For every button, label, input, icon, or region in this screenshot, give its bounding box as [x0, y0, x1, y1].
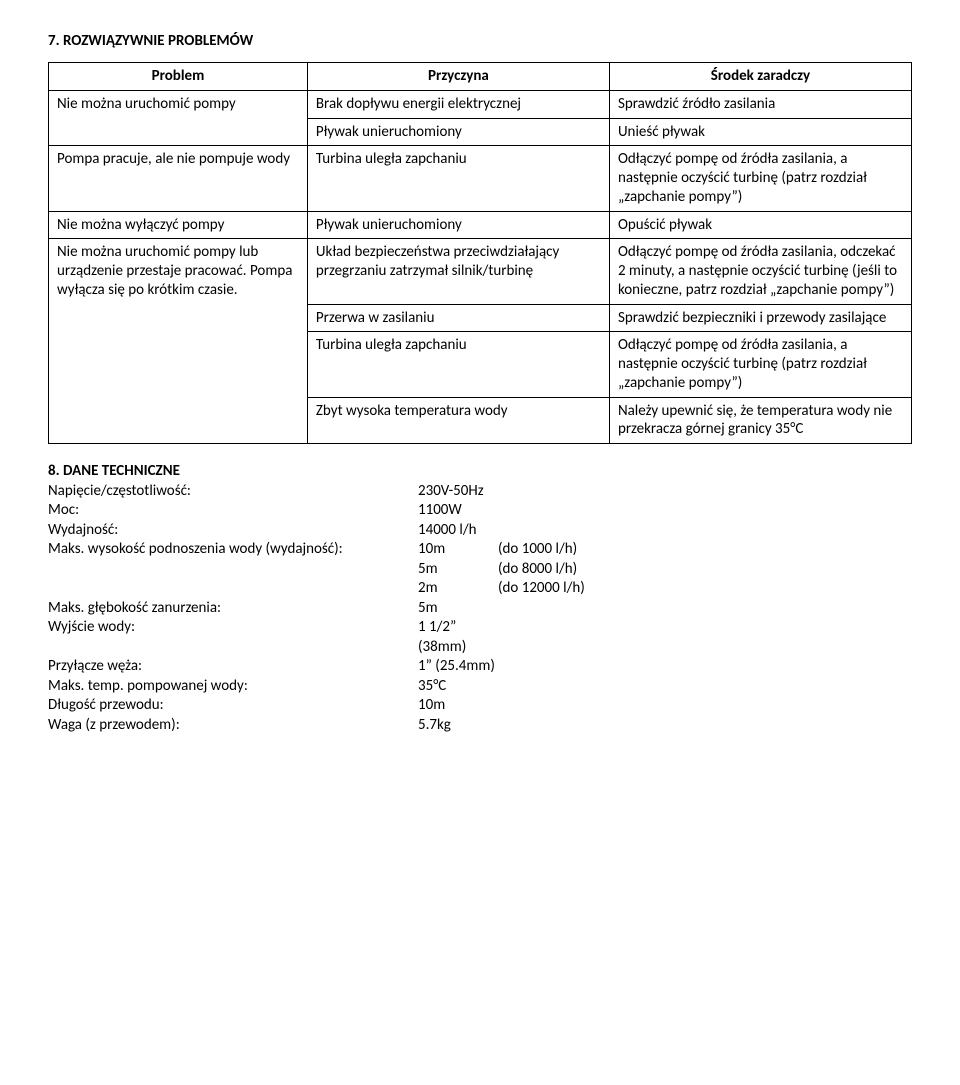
- cell-cause: Zbyt wysoka temperatura wody: [307, 397, 609, 444]
- table-row: Nie można uruchomić pompy lub urządzenie…: [49, 239, 912, 304]
- table-row: Pompa pracuje, ale nie pompuje wody Turb…: [49, 146, 912, 211]
- specs-value: 10m: [418, 540, 498, 560]
- specs-label: Wydajność:: [48, 521, 418, 541]
- section8-heading: 8. DANE TECHNICZNE: [48, 462, 418, 482]
- specs-row: Długość przewodu:10m: [48, 696, 912, 716]
- specs-value: 1 1/2” (38mm): [418, 618, 498, 657]
- cell-fix: Należy upewnić się, że temperatura wody …: [609, 397, 911, 444]
- specs-row: Waga (z przewodem):5.7kg: [48, 716, 912, 736]
- specs-row: Przyłącze węża:1” (25.4mm): [48, 657, 912, 677]
- specs-row: Maks. głębokość zanurzenia:5m: [48, 599, 912, 619]
- specs-note: (do 8000 l/h): [498, 560, 912, 580]
- cell-fix: Sprawdzić bezpieczniki i przewody zasila…: [609, 304, 911, 332]
- specs-value: 14000 l/h: [418, 521, 498, 541]
- specs-note: [498, 482, 912, 502]
- specs-value: 5m: [418, 560, 498, 580]
- specs-label: Moc:: [48, 501, 418, 521]
- table-header-row: Problem Przyczyna Środek zaradczy: [49, 63, 912, 91]
- specs-value: 1” (25.4mm): [418, 657, 498, 677]
- cell-fix: Odłączyć pompę od źródła zasilania, a na…: [609, 146, 911, 211]
- specs-value: 10m: [418, 696, 498, 716]
- specs-block: 8. DANE TECHNICZNE Napięcie/częstotliwoś…: [48, 462, 912, 735]
- specs-value: 5.7kg: [418, 716, 498, 736]
- cell-cause: Pływak unieruchomiony: [307, 118, 609, 146]
- cell-cause: Brak dopływu energii elektrycznej: [307, 90, 609, 118]
- section7-heading: 7. ROZWIĄZYWNIE PROBLEMÓW: [48, 32, 912, 50]
- cell-cause: Turbina uległa zapchaniu: [307, 146, 609, 211]
- specs-note: [498, 657, 912, 677]
- specs-label: Napięcie/częstotliwość:: [48, 482, 418, 502]
- specs-note: [498, 501, 912, 521]
- cell-problem: Nie można uruchomić pompy: [49, 90, 308, 146]
- specs-note: [498, 618, 912, 657]
- specs-note: (do 12000 l/h): [498, 579, 912, 599]
- th-fix: Środek zaradczy: [609, 63, 911, 91]
- specs-row: Maks. temp. pompowanej wody:35°C: [48, 677, 912, 697]
- specs-value: 35°C: [418, 677, 498, 697]
- specs-row: 5m(do 8000 l/h): [48, 560, 912, 580]
- specs-value: 1100W: [418, 501, 498, 521]
- troubleshoot-table: Problem Przyczyna Środek zaradczy Nie mo…: [48, 62, 912, 444]
- cell-problem: Pompa pracuje, ale nie pompuje wody: [49, 146, 308, 211]
- specs-label: Maks. temp. pompowanej wody:: [48, 677, 418, 697]
- specs-row: Napięcie/częstotliwość:230V-50Hz: [48, 482, 912, 502]
- cell-cause: Przerwa w zasilaniu: [307, 304, 609, 332]
- specs-label: Maks. wysokość podnoszenia wody (wydajno…: [48, 540, 418, 560]
- cell-fix: Sprawdzić źródło zasilania: [609, 90, 911, 118]
- th-problem: Problem: [49, 63, 308, 91]
- specs-note: (do 1000 l/h): [498, 540, 912, 560]
- specs-note: [498, 716, 912, 736]
- cell-fix: Odłączyć pompę od źródła zasilania, a na…: [609, 332, 911, 397]
- table-row: Nie można wyłączyć pompy Pływak unieruch…: [49, 211, 912, 239]
- specs-label: Przyłącze węża:: [48, 657, 418, 677]
- specs-note: [498, 521, 912, 541]
- specs-label: Maks. głębokość zanurzenia:: [48, 599, 418, 619]
- specs-label: [48, 579, 418, 599]
- specs-note: [498, 599, 912, 619]
- specs-value: 5m: [418, 599, 498, 619]
- specs-label: Waga (z przewodem):: [48, 716, 418, 736]
- specs-row: Moc:1100W: [48, 501, 912, 521]
- table-row: Nie można uruchomić pompy Brak dopływu e…: [49, 90, 912, 118]
- cell-fix: Odłączyć pompę od źródła zasilania, odcz…: [609, 239, 911, 304]
- cell-cause: Pływak unieruchomiony: [307, 211, 609, 239]
- specs-value: 2m: [418, 579, 498, 599]
- specs-row: 2m(do 12000 l/h): [48, 579, 912, 599]
- specs-value: 230V-50Hz: [418, 482, 498, 502]
- specs-row: Wyjście wody:1 1/2” (38mm): [48, 618, 912, 657]
- cell-cause: Układ bezpieczeństwa przeciwdziałający p…: [307, 239, 609, 304]
- cell-fix: Opuścić pływak: [609, 211, 911, 239]
- specs-label: [48, 560, 418, 580]
- cell-problem: Nie można uruchomić pompy lub urządzenie…: [49, 239, 308, 444]
- specs-row: Maks. wysokość podnoszenia wody (wydajno…: [48, 540, 912, 560]
- cell-fix: Unieść pływak: [609, 118, 911, 146]
- specs-note: [498, 677, 912, 697]
- specs-label: Wyjście wody:: [48, 618, 418, 657]
- specs-note: [498, 696, 912, 716]
- specs-row: Wydajność:14000 l/h: [48, 521, 912, 541]
- cell-cause: Turbina uległa zapchaniu: [307, 332, 609, 397]
- th-cause: Przyczyna: [307, 63, 609, 91]
- cell-problem: Nie można wyłączyć pompy: [49, 211, 308, 239]
- specs-label: Długość przewodu:: [48, 696, 418, 716]
